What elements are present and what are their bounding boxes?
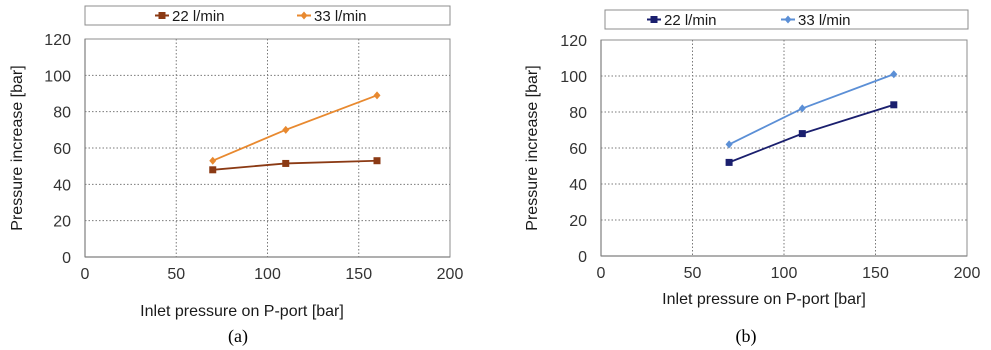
x-tick-label: 150 <box>345 266 372 283</box>
x-tick-label: 0 <box>597 265 606 282</box>
y-tick-label: 40 <box>569 177 587 194</box>
y-tick-label: 60 <box>53 141 71 158</box>
y-tick-label: 120 <box>44 32 71 49</box>
y-tick-label: 20 <box>53 214 71 231</box>
y-tick-label: 60 <box>569 141 587 158</box>
x-tick-label: 0 <box>81 266 90 283</box>
data-point <box>209 156 217 165</box>
y-tick-label: 0 <box>62 250 71 267</box>
y-tick-label: 40 <box>53 177 71 194</box>
data-point <box>725 158 733 166</box>
data-point <box>890 70 898 79</box>
y-axis-label: Pressure increase [bar] <box>9 65 26 230</box>
legend-marker <box>300 11 308 20</box>
data-point <box>798 130 806 138</box>
data-point <box>890 101 898 109</box>
data-point <box>373 157 381 165</box>
legend-label: 33 l/min <box>798 12 851 29</box>
data-point <box>798 104 806 113</box>
y-axis-label: Pressure increase [bar] <box>524 65 541 230</box>
chart-b: 0 50 100 150 200 0 20 40 60 80 100 120 Pressure incr… <box>524 9 981 347</box>
y-tick-label: 0 <box>578 249 587 266</box>
x-tick-label: 50 <box>167 266 185 283</box>
data-point <box>282 159 290 167</box>
x-axis-label: Inlet pressure on P-port [bar] <box>140 303 344 320</box>
legend-marker <box>158 12 166 19</box>
legend-box <box>84 5 451 26</box>
figure-caption: (b) <box>736 326 757 347</box>
legend-label: 22 l/min <box>172 8 225 25</box>
x-tick-label: 200 <box>437 266 464 283</box>
y-tick-label: 100 <box>560 69 587 86</box>
legend-marker <box>784 15 792 24</box>
data-point <box>209 166 217 174</box>
y-tick-label: 80 <box>53 105 71 122</box>
x-axis-label: Inlet pressure on P-port [bar] <box>662 291 866 308</box>
data-point <box>373 91 381 100</box>
x-tick-label: 100 <box>771 265 798 282</box>
chart-a: 0 50 100 150 200 0 20 40 60 80 100 120 Pressure incr… <box>9 5 464 347</box>
legend: 22 l/min 33 l/min <box>604 9 969 30</box>
y-tick-label: 100 <box>44 68 71 85</box>
x-tick-label: 100 <box>254 266 281 283</box>
legend-marker <box>650 16 658 23</box>
legend: 22 l/min 33 l/min <box>84 5 451 26</box>
figure-caption: (a) <box>228 326 248 347</box>
data-point <box>725 140 733 149</box>
x-tick-label: 150 <box>862 265 889 282</box>
y-tick-label: 80 <box>569 105 587 122</box>
data-point <box>282 125 290 134</box>
y-tick-label: 20 <box>569 213 587 230</box>
legend-label: 33 l/min <box>314 8 367 25</box>
legend-label: 22 l/min <box>664 12 717 29</box>
x-tick-label: 50 <box>684 265 702 282</box>
x-tick-label: 200 <box>954 265 981 282</box>
y-tick-label: 120 <box>560 33 587 50</box>
